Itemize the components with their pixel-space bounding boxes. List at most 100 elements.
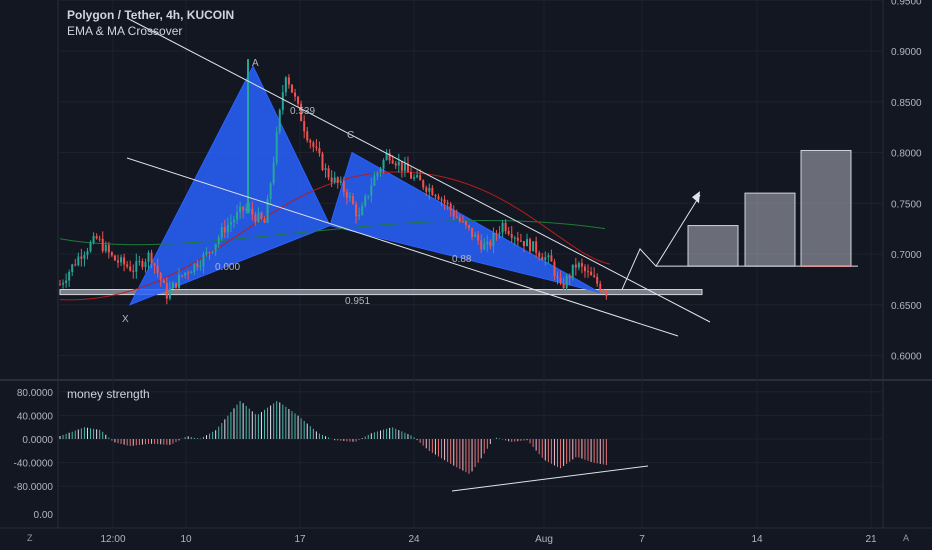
- time-tick-label: Aug: [535, 534, 553, 545]
- candle-body: [513, 237, 516, 239]
- candle-body: [532, 241, 535, 252]
- candle-body: [245, 208, 248, 211]
- oscillator-pane: [59, 401, 649, 492]
- price-tick-label: 0.7000: [891, 250, 922, 261]
- candle-body: [290, 84, 293, 93]
- candle-body: [196, 263, 199, 268]
- candle-body: [330, 177, 333, 183]
- time-tick-label: 14: [751, 534, 763, 545]
- candle-body: [440, 199, 443, 201]
- projection-box: [800, 149, 852, 267]
- candle-body: [113, 255, 116, 261]
- candle-body: [281, 92, 284, 110]
- candle-body: [562, 283, 565, 289]
- candle-body: [226, 224, 229, 233]
- candle-body: [519, 240, 522, 242]
- candle-body: [251, 208, 254, 215]
- candle-body: [333, 177, 336, 183]
- candle-body: [208, 252, 211, 254]
- candle-body: [403, 163, 406, 171]
- candle-body: [223, 227, 226, 233]
- candle-body: [504, 222, 507, 232]
- candle-body: [144, 261, 147, 268]
- candle-body: [406, 163, 409, 173]
- ema-line: [59, 171, 611, 301]
- price-pane: X A C 0.539 0.000 0.88 0.951: [59, 17, 858, 337]
- candle-body: [86, 251, 89, 255]
- candle-body: [446, 202, 449, 204]
- candle-body: [355, 204, 358, 217]
- price-tick-label: 0.9000: [891, 47, 922, 58]
- time-tick-label: 24: [408, 534, 420, 545]
- log-scale-toggle[interactable]: Z: [27, 533, 33, 543]
- candle-body: [367, 195, 370, 197]
- candle-body: [394, 163, 397, 166]
- candle-body: [388, 153, 391, 161]
- candle-body: [80, 256, 83, 259]
- pattern-label-r2: 0.000: [215, 262, 240, 273]
- time-tick-label: 12:00: [100, 534, 125, 545]
- candle-body: [467, 225, 470, 228]
- candle-body: [336, 177, 339, 183]
- candle-body: [104, 245, 107, 252]
- candle-body: [599, 283, 602, 291]
- candle-body: [376, 172, 379, 177]
- osc-tick-label: -40.0000: [14, 459, 54, 470]
- candle-body: [236, 212, 239, 220]
- candle-body: [583, 266, 586, 272]
- candle-body: [162, 280, 165, 283]
- candle-body: [217, 237, 220, 244]
- candle-body: [590, 271, 593, 276]
- study-label[interactable]: EMA & MA Crossover: [67, 24, 183, 38]
- projection-path: [621, 194, 701, 290]
- candle-body: [202, 254, 205, 266]
- oscillator-label[interactable]: money strength: [67, 387, 150, 401]
- candle-body: [413, 177, 416, 179]
- candle-body: [318, 148, 321, 154]
- candle-body: [199, 265, 202, 268]
- candle-body: [153, 263, 156, 266]
- candle-body: [120, 257, 123, 263]
- candle-body: [229, 222, 232, 225]
- ma-long-line: [59, 219, 606, 246]
- price-tick-label: 0.8500: [891, 98, 922, 109]
- candle-body: [123, 257, 126, 265]
- candle-body: [516, 237, 519, 241]
- candle-body: [486, 241, 489, 245]
- candle-body: [321, 153, 324, 170]
- candle-body: [510, 233, 513, 238]
- candle-body: [294, 92, 297, 97]
- candle-body: [522, 241, 525, 247]
- candle-body: [602, 290, 605, 293]
- symbol-title[interactable]: Polygon / Tether, 4h, KUCOIN: [67, 8, 235, 22]
- candle-body: [284, 77, 287, 93]
- candle-body: [65, 280, 68, 284]
- candle-body: [190, 271, 193, 274]
- auto-scale-toggle[interactable]: A: [903, 533, 910, 543]
- candle-body: [315, 146, 318, 149]
- candle-body: [184, 272, 187, 276]
- osc-extra-tick-label: 0.00: [34, 510, 54, 521]
- pattern-label-r1: 0.539: [290, 106, 315, 117]
- candle-body: [492, 233, 495, 247]
- candle-body: [147, 252, 150, 262]
- candle-body: [275, 131, 278, 163]
- candle-body: [193, 263, 196, 272]
- candle-body: [89, 242, 92, 252]
- candle-body: [577, 263, 580, 268]
- candle-body: [242, 206, 245, 211]
- candle-body: [541, 256, 544, 261]
- projection-box: [744, 192, 796, 267]
- candle-body: [74, 264, 77, 266]
- projection-arrowhead: [692, 191, 700, 204]
- price-tick-label: 0.6000: [891, 352, 922, 363]
- candle-body: [211, 251, 214, 253]
- time-tick-label: 7: [639, 534, 645, 545]
- candle-body: [156, 265, 159, 274]
- candle-body: [98, 238, 101, 240]
- time-tick-label: 21: [865, 534, 877, 545]
- candle-body: [550, 255, 553, 262]
- candle-body: [71, 264, 74, 272]
- legend: Polygon / Tether, 4h, KUCOIN EMA & MA Cr…: [67, 7, 234, 39]
